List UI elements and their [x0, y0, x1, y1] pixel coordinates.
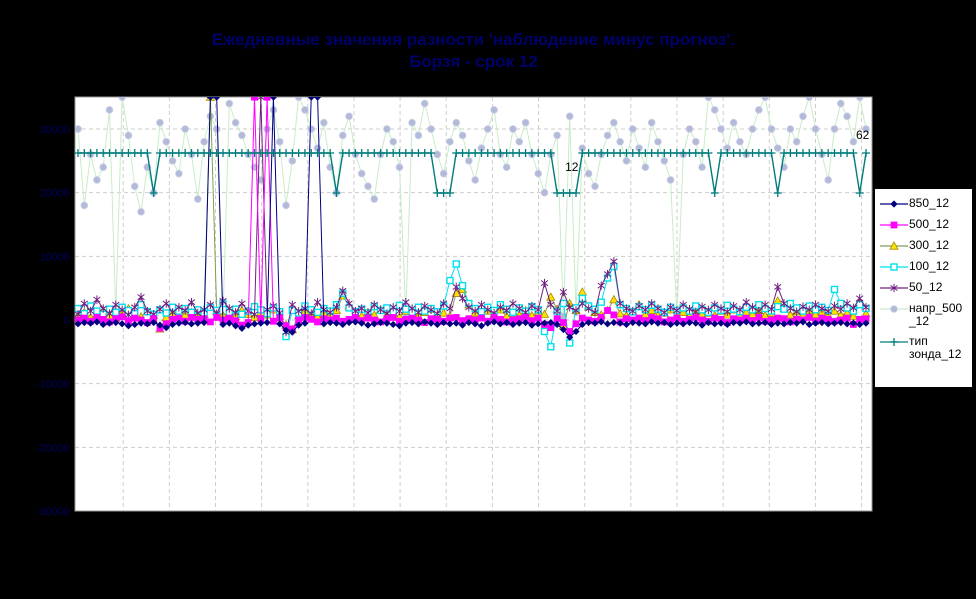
legend-marker-triangle-icon — [880, 241, 908, 250]
data-label: 12 — [565, 160, 579, 174]
legend-marker-diamond-icon — [880, 200, 908, 208]
legend-item-500_12: 500_12 — [879, 218, 972, 232]
y-axis-tick-label: -30000 — [36, 506, 70, 518]
y-axis-tick-label: 10000 — [39, 251, 70, 263]
y-axis-labels: 30000 20000 10000 0 -10000 -20000 -30000 — [36, 124, 70, 518]
series-50_12 — [75, 97, 870, 337]
legend-item-300_12: 300_12 — [879, 239, 972, 253]
legend-marker-asterisk-icon — [880, 283, 908, 293]
legend-marker-circle-icon — [880, 305, 908, 313]
legend-marker-plus-icon — [880, 338, 908, 346]
legend-label: напр_500 _12 — [909, 301, 963, 328]
legend-label: 850_12 — [909, 196, 950, 210]
legend-label: 300_12 — [909, 238, 950, 252]
y-axis-tick-label: 30000 — [39, 124, 70, 136]
legend-label: 100_12 — [909, 259, 950, 273]
chart-title: Ежедневные значения разности 'наблюдение… — [211, 30, 736, 49]
y-axis-tick-label: -10000 — [36, 379, 70, 391]
legend-item-850_12: 850_12 — [879, 197, 972, 211]
legend-item-напр_500_12: напр_500 _12 — [879, 302, 972, 328]
series-850_12 — [75, 97, 870, 341]
legend-item-50_12: 50_12 — [879, 281, 972, 295]
legend-marker-square-open-icon — [880, 263, 908, 271]
legend-marker-square-icon — [880, 221, 908, 229]
y-axis-tick-label: 0 — [64, 315, 70, 327]
y-axis-tick-label: 20000 — [39, 188, 70, 200]
data-label: 62 — [856, 128, 870, 142]
series-тип зонда_12 — [75, 149, 870, 197]
legend-label: 50_12 — [909, 280, 943, 294]
legend-label: тип зонда_12 — [909, 334, 962, 361]
legend-label: 500_12 — [909, 217, 950, 231]
y-axis-tick-label: -20000 — [36, 442, 70, 454]
legend: 850_12 500_12 300_12 100_12 50_12 напр_500 _1… — [874, 188, 973, 388]
legend-item-100_12: 100_12 — [879, 260, 972, 274]
chart-subtitle: Борзя - срок 12 — [409, 52, 538, 71]
legend-item-тип зонда_12: тип зонда_12 — [879, 335, 972, 361]
plot-border — [74, 96, 873, 512]
